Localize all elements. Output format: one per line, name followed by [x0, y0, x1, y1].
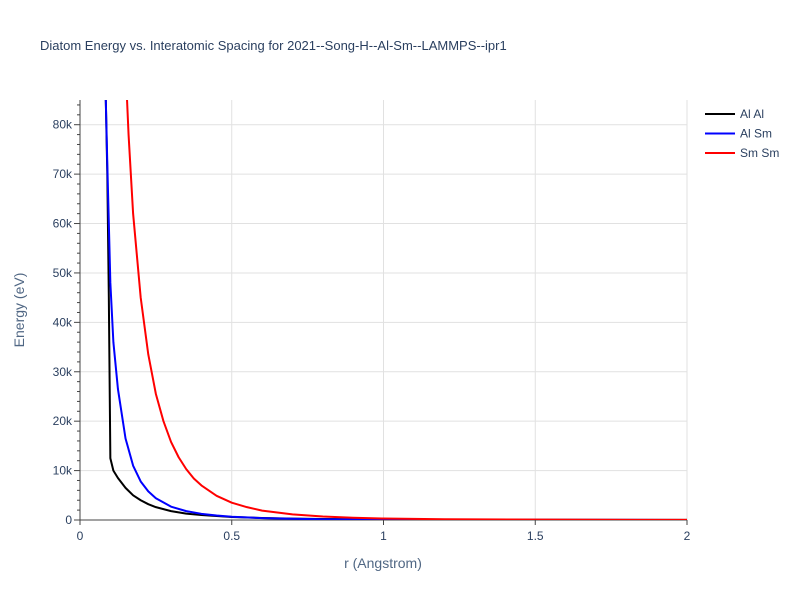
legend-label: Sm Sm — [740, 146, 779, 160]
series-line-al-sm — [104, 100, 687, 520]
series-line-sm-sm — [126, 100, 687, 520]
chart-title: Diatom Energy vs. Interatomic Spacing fo… — [40, 38, 507, 53]
x-tick-label: 0.5 — [223, 529, 240, 543]
x-tick-label: 2 — [684, 529, 691, 543]
x-tick-label: 1 — [380, 529, 387, 543]
legend-item-sm-sm[interactable]: Sm Sm — [705, 146, 779, 160]
legend-item-al-al[interactable]: Al Al — [705, 107, 764, 121]
legend-label: Al Sm — [740, 127, 772, 141]
y-tick-label: 50k — [53, 266, 73, 280]
y-tick-label: 20k — [53, 414, 73, 428]
y-tick-labels: 0 10k 20k 30k 40k 50k 60k 70k 80k — [53, 118, 73, 527]
y-tick-label: 30k — [53, 365, 73, 379]
y-tick-label: 0 — [65, 513, 72, 527]
x-axis-label: r (Angstrom) — [344, 555, 422, 571]
y-tick-label: 10k — [53, 464, 73, 478]
x-tick-labels: 0 0.5 1 1.5 2 — [77, 529, 691, 543]
y-tick-label: 40k — [53, 315, 73, 329]
y-axis-label: Energy (eV) — [11, 273, 27, 348]
legend[interactable]: Al Al Al Sm Sm Sm — [705, 107, 779, 160]
y-tick-label: 80k — [53, 118, 73, 132]
x-tick-label: 0 — [77, 529, 84, 543]
plot-area — [104, 100, 687, 520]
y-tick-label: 70k — [53, 167, 73, 181]
legend-label: Al Al — [740, 107, 764, 121]
x-tick-label: 1.5 — [527, 529, 544, 543]
grid — [80, 100, 688, 520]
legend-item-al-sm[interactable]: Al Sm — [705, 127, 772, 141]
y-tick-label: 60k — [53, 217, 73, 231]
